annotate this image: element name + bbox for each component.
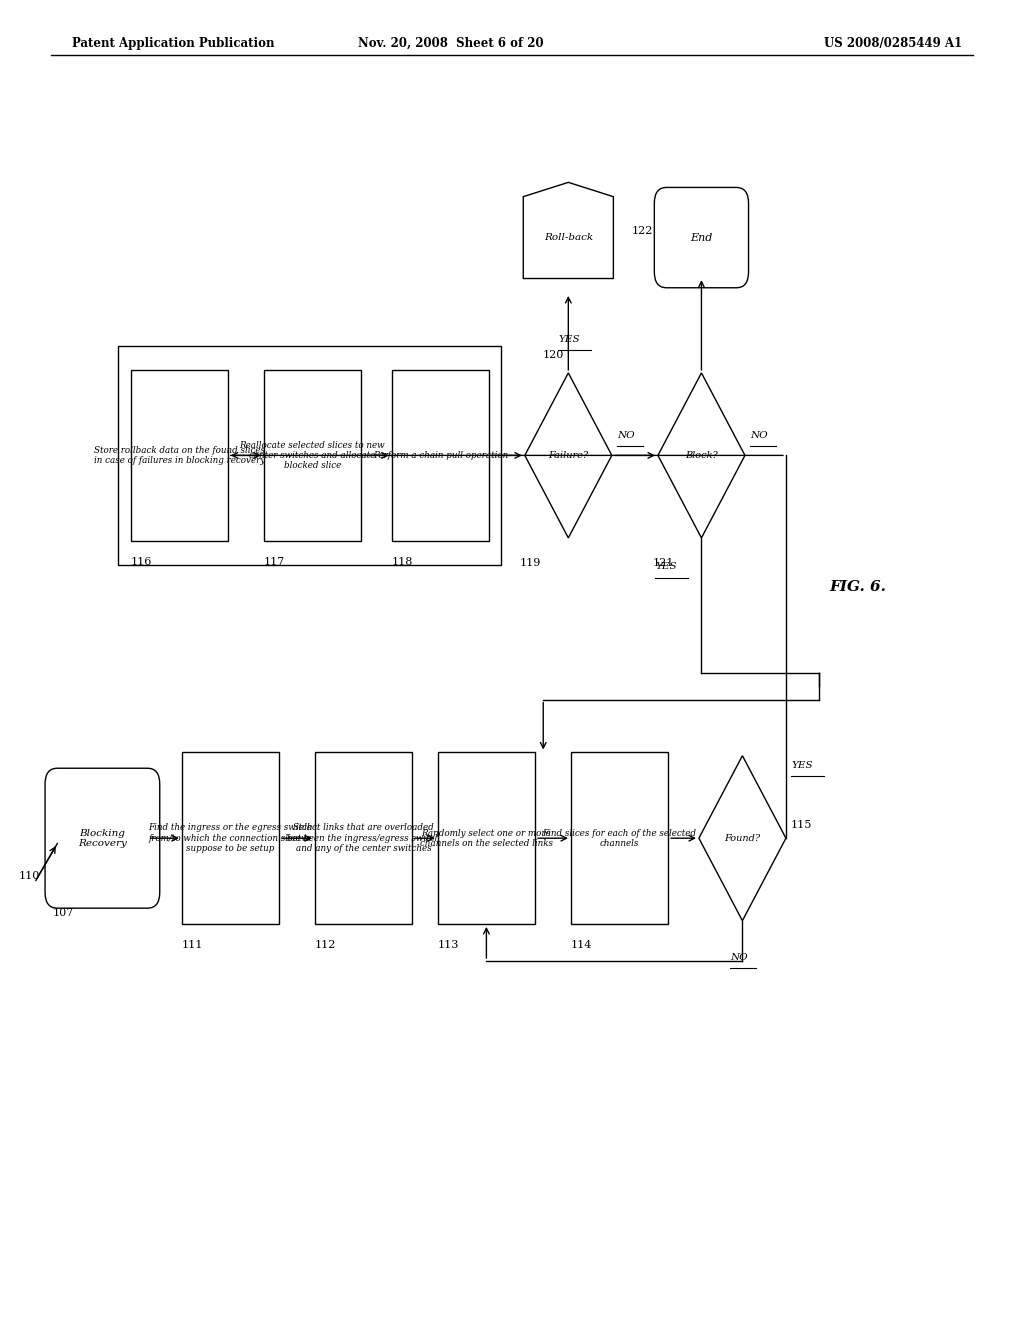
- FancyBboxPatch shape: [654, 187, 749, 288]
- Text: 107: 107: [52, 908, 74, 919]
- Polygon shape: [525, 372, 612, 539]
- Text: 115: 115: [791, 820, 812, 830]
- Text: Failure?: Failure?: [548, 451, 589, 459]
- FancyBboxPatch shape: [571, 752, 668, 924]
- Text: NO: NO: [616, 432, 635, 440]
- Text: FIG. 6.: FIG. 6.: [829, 581, 887, 594]
- Text: 120: 120: [543, 350, 564, 359]
- FancyBboxPatch shape: [264, 370, 361, 541]
- Text: End: End: [690, 232, 713, 243]
- Text: Block?: Block?: [685, 451, 718, 459]
- Text: YES: YES: [655, 562, 677, 572]
- Text: Nov. 20, 2008  Sheet 6 of 20: Nov. 20, 2008 Sheet 6 of 20: [357, 37, 544, 50]
- Text: Select links that are overloaded
between the ingress/egress switch
and any of th: Select links that are overloaded between…: [287, 824, 440, 853]
- Text: Store rollback data on the found slices
in case of failures in blocking recovery: Store rollback data on the found slices …: [93, 446, 265, 465]
- Text: Find the ingress or the egress switch
from/to which the connection slice is
supp: Find the ingress or the egress switch fr…: [148, 824, 312, 853]
- Text: Blocking
Recovery: Blocking Recovery: [78, 829, 127, 847]
- Text: Randomly select one or more
channels on the selected links: Randomly select one or more channels on …: [420, 829, 553, 847]
- Polygon shape: [658, 372, 745, 539]
- Text: NO: NO: [730, 953, 748, 961]
- Text: 113: 113: [438, 940, 459, 950]
- Text: YES: YES: [558, 335, 580, 345]
- Text: 112: 112: [315, 940, 336, 950]
- Text: Find slices for each of the selected
channels: Find slices for each of the selected cha…: [543, 829, 696, 847]
- FancyBboxPatch shape: [438, 752, 535, 924]
- FancyBboxPatch shape: [315, 752, 412, 924]
- Text: 118: 118: [391, 557, 413, 568]
- FancyBboxPatch shape: [182, 752, 279, 924]
- FancyBboxPatch shape: [45, 768, 160, 908]
- Text: Found?: Found?: [724, 834, 761, 842]
- Text: 110: 110: [18, 871, 40, 882]
- Text: NO: NO: [750, 432, 768, 440]
- Polygon shape: [523, 182, 613, 279]
- Text: 116: 116: [131, 557, 152, 568]
- FancyBboxPatch shape: [391, 370, 489, 541]
- Text: 121: 121: [653, 557, 674, 568]
- Text: 122: 122: [632, 226, 653, 236]
- Text: US 2008/0285449 A1: US 2008/0285449 A1: [824, 37, 963, 50]
- Text: 117: 117: [264, 557, 285, 568]
- Text: 119: 119: [520, 557, 541, 568]
- Text: Perform a chain pull operation: Perform a chain pull operation: [373, 451, 508, 459]
- Text: 114: 114: [571, 940, 592, 950]
- Text: Patent Application Publication: Patent Application Publication: [72, 37, 274, 50]
- Text: Reallocate selected slices to new
center switches and allocate
blocked slice: Reallocate selected slices to new center…: [240, 441, 385, 470]
- Text: YES: YES: [791, 762, 813, 770]
- Text: Roll-back: Roll-back: [544, 234, 593, 242]
- FancyBboxPatch shape: [131, 370, 227, 541]
- Text: 111: 111: [182, 940, 203, 950]
- Polygon shape: [698, 755, 786, 921]
